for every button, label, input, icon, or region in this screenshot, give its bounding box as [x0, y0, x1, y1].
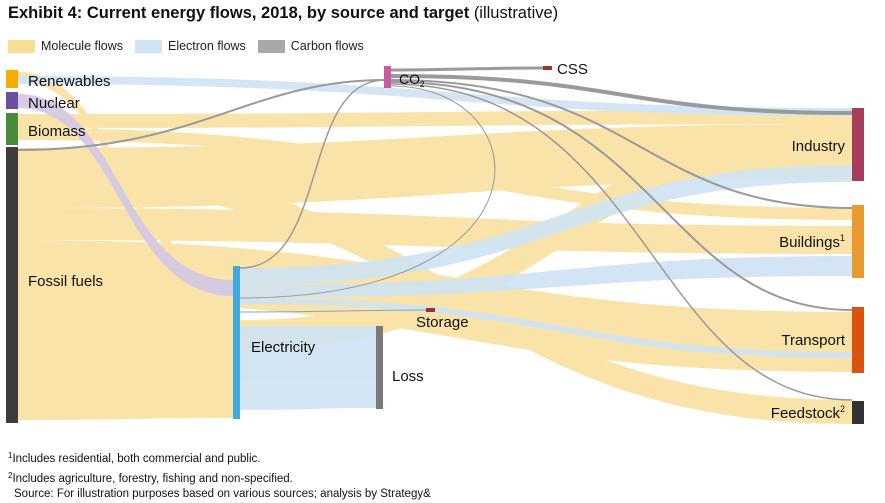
- carbon-co2-to-industry: [390, 74, 853, 115]
- label-css: CSS: [557, 61, 588, 78]
- legend-electron-label: Electron flows: [167, 39, 246, 53]
- legend-molecule: Molecule flows: [8, 39, 123, 53]
- node-feedstock: [852, 401, 864, 424]
- footnote-2-text: Includes agriculture, forestry, fishing …: [12, 472, 293, 485]
- label-transport: Transport: [781, 332, 845, 349]
- footnote-1-text: Includes residential, both commercial an…: [12, 453, 261, 465]
- molecule-flows: [18, 72, 852, 424]
- source-note: Source: For illustration purposes based …: [14, 488, 431, 500]
- flow-electricity-to-buildings: [240, 256, 852, 298]
- label-co2-sub: 2: [420, 80, 425, 89]
- label-storage: Storage: [416, 314, 469, 331]
- label-co2: CO2: [399, 71, 425, 89]
- footnote-1: 1Includes residential, both commercial a…: [8, 448, 431, 468]
- node-renewables: [6, 70, 18, 88]
- label-renewables: Renewables: [28, 73, 111, 90]
- node-css: [543, 66, 552, 70]
- flow-fossil-to-electricity: [18, 282, 233, 420]
- node-industry: [852, 108, 864, 181]
- label-nuclear: Nuclear: [28, 95, 80, 112]
- label-feedstock-text: Feedstock: [771, 405, 841, 422]
- footnote-2-mark: 2: [8, 470, 13, 480]
- footnote-2: 2Includes agriculture, forestry, fishing…: [8, 468, 431, 488]
- node-nuclear: [6, 92, 18, 109]
- legend-molecule-swatch: [8, 39, 35, 53]
- carbon-co2-to-transport: [390, 81, 853, 311]
- title-main: Exhibit 4: Current energy flows, 2018, b…: [8, 4, 470, 22]
- flow-electricity-to-transport: [240, 298, 852, 358]
- node-buildings: [852, 205, 864, 278]
- carbon-flows: [17, 66, 853, 401]
- carbon-fossil-to-co2: [17, 79, 386, 151]
- label-electricity: Electricity: [251, 339, 316, 356]
- node-storage: [426, 308, 435, 312]
- flow-nuclear-to-electricity: [18, 94, 233, 296]
- node-transport: [852, 307, 864, 373]
- carbon-co2-to-electricity: [239, 85, 496, 299]
- label-co2-text: CO: [399, 71, 420, 87]
- label-fossil-fuels: Fossil fuels: [28, 273, 103, 290]
- legend: Molecule flows Electron flows Carbon flo…: [8, 37, 376, 55]
- label-loss: Loss: [392, 368, 424, 385]
- flow-electricity-to-loss: [240, 326, 376, 410]
- label-buildings: Buildings1: [779, 233, 845, 251]
- label-biomass: Biomass: [28, 123, 86, 140]
- legend-molecule-label: Molecule flows: [41, 39, 123, 53]
- carbon-co2-to-css: [390, 66, 544, 72]
- node-loss: [376, 326, 383, 409]
- flow-electricity-to-storage: [239, 309, 429, 313]
- label-feedstock: Feedstock2: [771, 404, 845, 422]
- flow-biomass-to-industry: [18, 110, 852, 128]
- node-fossil-fuels: [6, 147, 18, 423]
- label-buildings-text: Buildings: [779, 234, 840, 251]
- carbon-co2-to-feedstock: [390, 83, 853, 401]
- legend-electron: Electron flows: [134, 39, 246, 53]
- label-buildings-sup: 1: [840, 233, 845, 243]
- label-industry: Industry: [792, 138, 846, 155]
- footnote-1-mark: 1: [8, 451, 13, 460]
- node-co2: [384, 66, 391, 88]
- label-feedstock-sup: 2: [840, 404, 845, 414]
- legend-electron-swatch: [134, 39, 162, 53]
- flow-electricity-to-industry-elec: [240, 165, 852, 285]
- exhibit-title: Exhibit 4: Current energy flows, 2018, b…: [8, 4, 558, 23]
- carbon-electricity-to-co2: [239, 79, 386, 269]
- legend-carbon-label: Carbon flows: [290, 39, 364, 53]
- node-biomass: [6, 113, 18, 145]
- legend-carbon: Carbon flows: [257, 39, 364, 53]
- flow-renewables-to-industry: [18, 76, 852, 116]
- legend-carbon-swatch: [257, 39, 285, 53]
- carbon-co2-to-buildings: [390, 79, 853, 209]
- title-qualifier: (illustrative): [473, 4, 559, 22]
- node-electricity: [233, 266, 240, 419]
- footnotes: 1Includes residential, both commercial a…: [8, 448, 431, 503]
- electron-flows: [18, 76, 852, 410]
